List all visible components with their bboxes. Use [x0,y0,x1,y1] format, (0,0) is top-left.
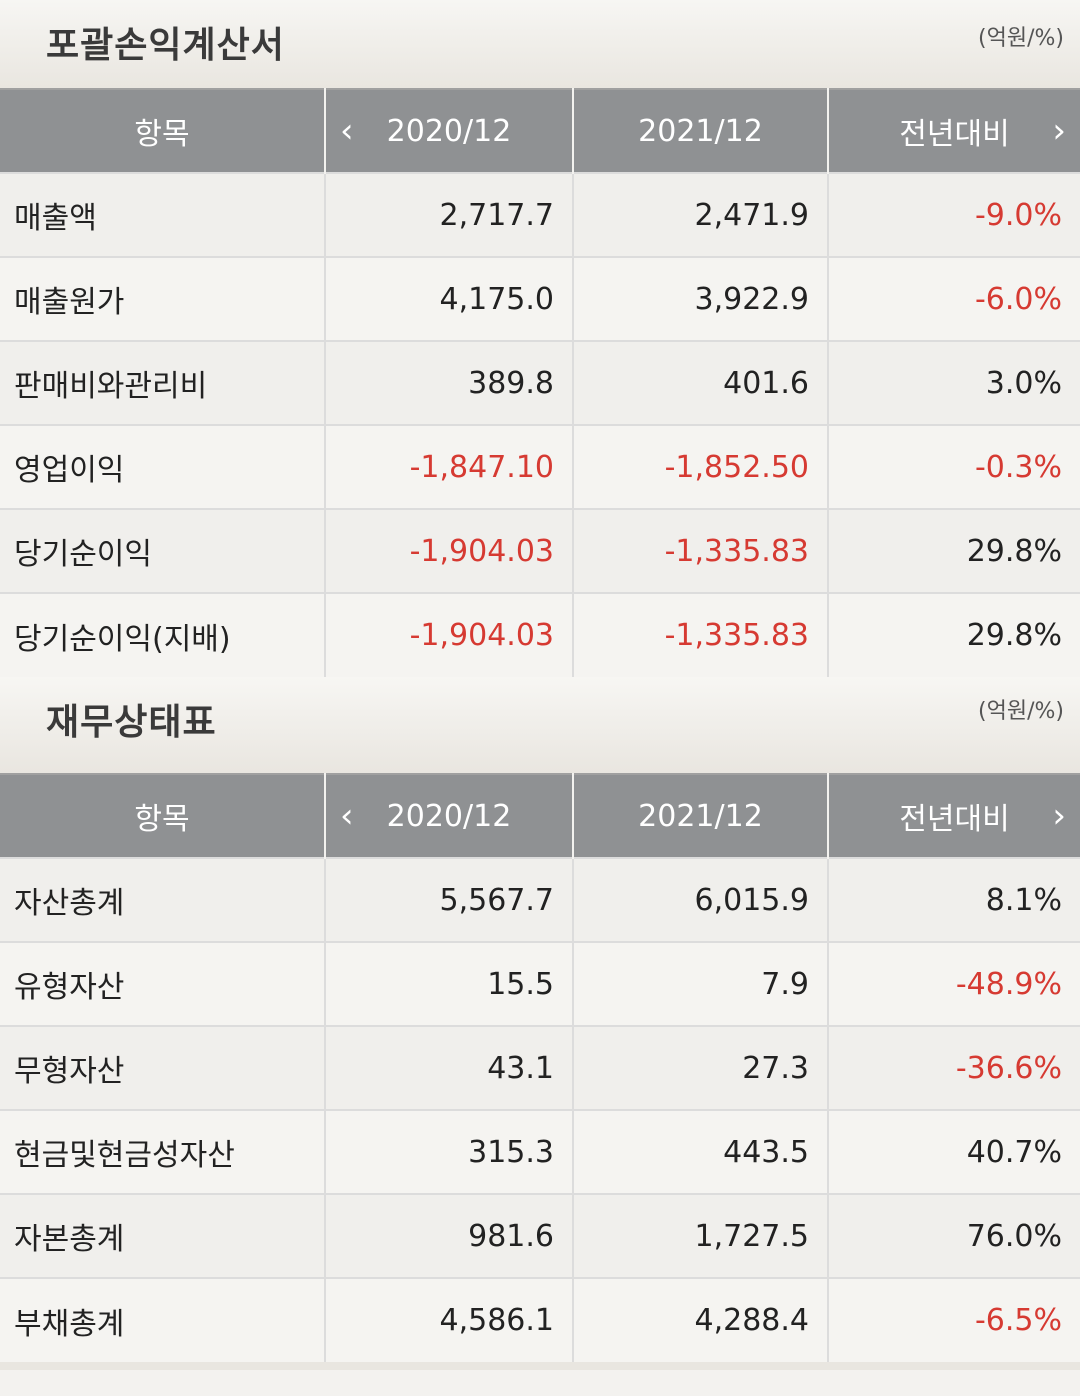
row-label: 무형자산 [0,1025,325,1110]
header-item: 항목 [0,774,325,858]
cell-yoy: -36.6% [827,1025,1080,1110]
balance-section-header: 재무상태표 (억원/%) [0,677,1080,773]
table-row: 판매비와관리비 389.8 401.6 3.0% [0,340,1080,425]
cell-2021: 443.5 [572,1109,828,1194]
row-label: 당기순이익 [0,508,325,593]
table-row: 영업이익 -1,847.10 -1,852.50 -0.3% [0,424,1080,509]
row-label: 자산총계 [0,857,325,942]
cell-2021: 6,015.9 [572,857,828,942]
table-row: 당기순이익(지배) -1,904.03 -1,335.83 29.8% [0,592,1080,677]
cell-yoy: -6.5% [827,1277,1080,1362]
cell-yoy: -9.0% [827,172,1080,257]
row-label: 현금및현금성자산 [0,1109,325,1194]
cell-2021: 1,727.5 [572,1193,828,1278]
table-row: 자산총계 5,567.7 6,015.9 8.1% [0,857,1080,942]
cell-yoy: -6.0% [827,256,1080,341]
row-label: 영업이익 [0,424,325,509]
cell-yoy: -48.9% [827,941,1080,1026]
table-row: 유형자산 15.5 7.9 -48.9% [0,941,1080,1026]
cell-2020: 2,717.7 [324,172,573,257]
table-row: 매출액 2,717.7 2,471.9 -9.0% [0,172,1080,257]
header-col2: 2021/12 [572,774,828,858]
cell-2021: -1,335.83 [572,592,828,677]
table-row: 부채총계 4,586.1 4,288.4 -6.5% [0,1277,1080,1362]
cell-2020: 43.1 [324,1025,573,1110]
cell-2021: 4,288.4 [572,1277,828,1362]
cell-2020: 981.6 [324,1193,573,1278]
row-label: 부채총계 [0,1277,325,1362]
section-title: 재무상태표 [46,702,217,743]
cell-2020: -1,904.03 [324,592,573,677]
header-col2: 2021/12 [572,89,828,173]
cell-yoy: 3.0% [827,340,1080,425]
row-label: 판매비와관리비 [0,340,325,425]
cell-yoy: 29.8% [827,508,1080,593]
header-col1: ‹ 2020/12 [324,89,573,173]
cell-2020: -1,904.03 [324,508,573,593]
row-label: 당기순이익(지배) [0,592,325,677]
chevron-left-icon[interactable]: ‹ [340,111,354,151]
income-section-header: 포괄손익계산서 (억원/%) [0,0,1080,88]
row-label: 유형자산 [0,941,325,1026]
cell-2020: 4,586.1 [324,1277,573,1362]
cell-2020: -1,847.10 [324,424,573,509]
cell-2021: 2,471.9 [572,172,828,257]
cell-yoy: 40.7% [827,1109,1080,1194]
cell-2020: 4,175.0 [324,256,573,341]
header-item: 항목 [0,89,325,173]
balance-table: 항목 ‹ 2020/12 2021/12 전년대비 › 자산총계 5,567.7 6… [0,773,1080,1362]
chevron-right-icon[interactable]: › [1052,111,1066,151]
table-row: 매출원가 4,175.0 3,922.9 -6.0% [0,256,1080,341]
cell-yoy: 29.8% [827,592,1080,677]
cell-2021: 3,922.9 [572,256,828,341]
row-label: 자본총계 [0,1193,325,1278]
cell-2020: 315.3 [324,1109,573,1194]
cell-2021: 401.6 [572,340,828,425]
bottom-divider [0,1362,1080,1370]
table-row: 자본총계 981.6 1,727.5 76.0% [0,1193,1080,1278]
cell-2020: 5,567.7 [324,857,573,942]
cell-2021: -1,852.50 [572,424,828,509]
chevron-left-icon[interactable]: ‹ [340,796,354,836]
cell-yoy: 76.0% [827,1193,1080,1278]
header-col1: ‹ 2020/12 [324,774,573,858]
cell-yoy: 8.1% [827,857,1080,942]
header-col3: 전년대비 › [827,774,1080,858]
cell-2021: -1,335.83 [572,508,828,593]
unit-label: (억원/%) [978,699,1064,724]
table-row: 현금및현금성자산 315.3 443.5 40.7% [0,1109,1080,1194]
cell-2021: 27.3 [572,1025,828,1110]
chevron-right-icon[interactable]: › [1052,796,1066,836]
row-label: 매출액 [0,172,325,257]
cell-2020: 389.8 [324,340,573,425]
cell-2021: 7.9 [572,941,828,1026]
section-title: 포괄손익계산서 [46,25,285,66]
header-col3: 전년대비 › [827,89,1080,173]
table-header-row: 항목 ‹ 2020/12 2021/12 전년대비 › [0,89,1080,173]
income-table: 항목 ‹ 2020/12 2021/12 전년대비 › 매출액 2,717.7 2,… [0,88,1080,677]
row-label: 매출원가 [0,256,325,341]
table-row: 당기순이익 -1,904.03 -1,335.83 29.8% [0,508,1080,593]
cell-yoy: -0.3% [827,424,1080,509]
table-row: 무형자산 43.1 27.3 -36.6% [0,1025,1080,1110]
cell-2020: 15.5 [324,941,573,1026]
table-header-row: 항목 ‹ 2020/12 2021/12 전년대비 › [0,774,1080,858]
unit-label: (억원/%) [978,26,1064,51]
